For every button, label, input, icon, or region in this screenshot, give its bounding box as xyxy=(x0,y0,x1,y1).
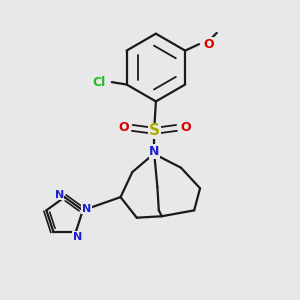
Text: O: O xyxy=(180,122,191,134)
Text: N: N xyxy=(73,232,82,242)
Text: O: O xyxy=(203,38,214,51)
Text: N: N xyxy=(55,190,64,200)
Text: N: N xyxy=(149,145,160,158)
Text: N: N xyxy=(82,204,91,214)
Text: S: S xyxy=(149,123,160,138)
Text: Cl: Cl xyxy=(93,76,106,88)
Text: O: O xyxy=(118,122,128,134)
